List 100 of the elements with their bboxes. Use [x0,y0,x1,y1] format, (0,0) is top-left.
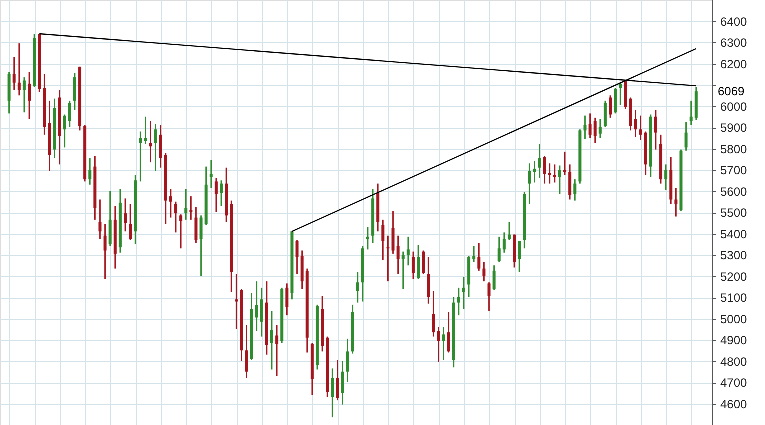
y-tick-label: 5700 [720,164,748,178]
candlestick [528,162,532,205]
candlestick [412,251,415,280]
candlestick [492,264,496,291]
candlestick [356,271,360,304]
candlestick [543,155,546,185]
candlestick [392,210,395,255]
candlestick [690,100,693,126]
y-tick-label: 4700 [720,376,748,390]
candlestick [63,114,66,148]
candlestick [472,246,476,264]
candlestick [346,338,350,384]
y-tick-label: 6200 [720,57,748,72]
candlestick [564,151,567,176]
candlestick [654,110,658,151]
candlestick [482,262,486,282]
candlestick [502,232,506,254]
candlestick [598,118,602,139]
candlestick [28,72,32,120]
candlestick [584,115,587,140]
candlestick [639,115,642,141]
candlestick [235,273,238,330]
y-tick-label: 5500 [720,206,748,220]
y-tick-label: 5600 [720,184,748,199]
candlestick [341,360,344,406]
candlestick [488,282,491,312]
candlestick [568,164,572,200]
candlestick [154,124,158,172]
candlestick [609,94,612,119]
candlestick [190,196,193,221]
candlestick [255,280,258,332]
y-tick-label: 6400 [720,14,748,29]
candlestick [245,324,248,379]
y-tick-label: 4900 [720,334,748,348]
candlestick [214,178,218,214]
candlestick [437,326,440,364]
candlestick [88,158,92,186]
candlestick [366,226,370,250]
candlestick [296,239,299,275]
candlestick [558,165,562,196]
y-tick-label: 5900 [720,121,748,135]
candlestick [149,120,152,164]
candlestick [634,110,638,138]
candlestick [533,160,536,184]
candlestick [200,214,203,277]
candlestick [286,282,289,316]
candlestick [588,112,592,139]
candlestick [548,162,552,185]
candlestick [684,121,688,152]
candlestick [462,276,466,310]
candlestick [382,219,385,262]
candlestick [194,206,198,244]
candlestick [427,256,430,305]
candlestick [139,131,142,182]
candlestick [402,251,405,290]
candlestick [68,100,72,128]
candlestick [124,198,127,232]
y-tick-label: 6300 [720,36,748,50]
y-tick-label: 4600 [720,397,748,412]
candlestick [180,214,183,250]
candlestick [22,76,26,114]
candlestick [270,310,274,370]
candlestick [386,235,390,282]
candlestick [12,56,16,92]
candlestick [417,244,420,280]
candlestick [619,82,622,106]
y-tick-label: 5200 [720,270,748,284]
y-tick-label: 5800 [720,142,748,156]
candlestick [457,287,460,316]
candlestick [396,235,400,275]
y-tick-label: 4800 [720,354,748,369]
y-tick-label: 5300 [720,248,748,262]
candlestick [508,221,511,241]
candlestick [422,250,426,275]
text: 6069 [718,84,746,99]
candlestick [432,290,436,338]
candlestick [220,180,223,207]
candlestick [553,164,556,184]
y-tick-label: 5000 [720,312,748,326]
candlestick [498,236,501,264]
candlestick [169,188,172,219]
candlestick [276,324,279,377]
candlestick [104,223,107,280]
candlestick [336,359,340,402]
candlestick [159,124,162,169]
candlestick [73,72,76,112]
candlestick [210,160,213,189]
candlestick [260,287,264,338]
candlestick [478,242,481,272]
candlestick [331,368,334,418]
candlestick [18,42,21,96]
candlestick [447,312,450,354]
y-tick-label: 6000 [720,100,748,114]
candlestick [442,326,446,361]
candlestick [144,116,148,146]
candlestick [129,203,132,241]
y-tick-label: 5100 [720,291,748,305]
candlestick [174,201,178,234]
candlestick [518,240,522,273]
candlestick [614,87,618,114]
